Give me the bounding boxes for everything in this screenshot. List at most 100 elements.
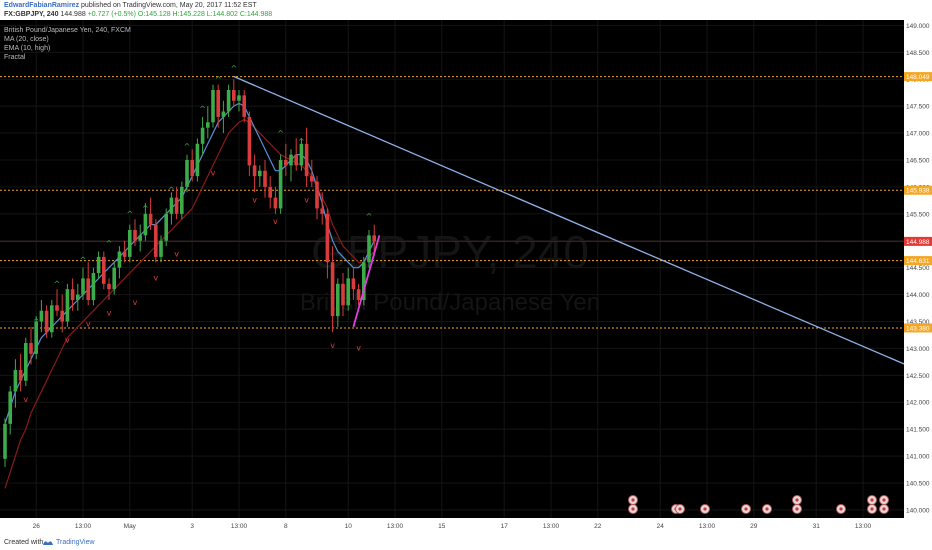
x-tick-label: 31 — [813, 523, 821, 530]
candle-body — [102, 256, 106, 284]
candle-body — [252, 165, 257, 177]
candle-body — [268, 186, 272, 198]
watermark-name: British Pound/Japanese Yen — [300, 289, 600, 316]
candle — [174, 186, 179, 220]
event-marker-icon[interactable] — [792, 504, 802, 514]
fractal-up: ^ — [106, 239, 113, 248]
fractal-down: v — [153, 274, 158, 283]
event-markers[interactable] — [628, 495, 889, 514]
candle — [180, 181, 184, 220]
candle — [86, 262, 90, 306]
y-tick-label: 144.500 — [906, 265, 930, 272]
candle-body — [232, 89, 236, 101]
candle-body — [258, 170, 262, 177]
candle-body — [289, 154, 293, 166]
event-marker-dot — [870, 507, 874, 511]
level-tag-label: 143.380 — [906, 325, 930, 332]
candle-body — [107, 283, 111, 290]
candle-body — [330, 262, 335, 317]
price-chart[interactable]: GBPJPY, 240 British Pound/Japanese Yen ^… — [0, 20, 932, 535]
legend: British Pound/Japanese Yen, 240, FXCM MA… — [4, 27, 131, 61]
tradingview-brand[interactable]: TradingView — [56, 539, 95, 546]
event-marker-icon[interactable] — [836, 504, 846, 514]
event-marker-icon[interactable] — [879, 495, 889, 505]
candle-body — [13, 369, 18, 392]
candle — [206, 106, 210, 139]
candle-body — [211, 89, 215, 123]
x-tick-label: 26 — [33, 523, 41, 530]
candle-body — [325, 213, 330, 263]
candle-body — [55, 305, 59, 311]
candle — [50, 299, 54, 338]
candle — [294, 138, 298, 171]
candle — [70, 278, 75, 311]
candle — [200, 116, 205, 155]
candle-body — [169, 197, 174, 214]
last-price-label: 144.988 — [906, 239, 930, 246]
price-axis[interactable]: 149.000148.500148.000147.500147.000146.5… — [904, 20, 932, 535]
watermark: GBPJPY, 240 British Pound/Japanese Yen — [300, 226, 600, 316]
candle-body — [356, 289, 361, 300]
candle-body — [362, 262, 366, 300]
fractal-up: ^ — [230, 64, 237, 73]
candle — [133, 219, 137, 247]
event-marker-icon[interactable] — [867, 495, 877, 505]
publish-text: published on TradingView.com, May 20, 20… — [81, 2, 257, 9]
candle-body — [273, 197, 278, 209]
fractal-up: ^ — [142, 204, 149, 213]
event-marker-dot — [678, 507, 682, 511]
candle — [128, 224, 132, 263]
candle — [96, 251, 101, 279]
candle-body — [200, 127, 205, 144]
candle-body — [76, 294, 80, 300]
candle — [211, 84, 215, 128]
candle — [367, 229, 371, 268]
fractal-up: ^ — [277, 129, 284, 138]
candle — [55, 289, 59, 317]
y-tick-label: 143.000 — [906, 346, 930, 353]
y-tick-label: 149.000 — [906, 23, 930, 30]
event-marker-icon[interactable] — [741, 504, 751, 514]
candle — [138, 224, 142, 252]
candle — [226, 84, 231, 117]
candle-body — [18, 369, 23, 381]
fractal-down: v — [174, 250, 179, 259]
trendlines[interactable] — [233, 75, 931, 376]
y-tick-label: 141.500 — [906, 427, 930, 434]
publish-info: EdwardFabianRamirez published on Trading… — [4, 2, 257, 9]
fractal-down: v — [86, 319, 91, 328]
candle — [284, 143, 288, 177]
event-marker-icon[interactable] — [675, 504, 685, 514]
event-marker-icon[interactable] — [628, 504, 638, 514]
y-tick-label: 140.500 — [906, 481, 930, 488]
author-name[interactable]: EdwardFabianRamirez — [4, 2, 80, 9]
candle — [185, 154, 189, 193]
candle — [237, 89, 241, 112]
fractal-down: v — [330, 341, 335, 350]
tradingview-logo-icon — [42, 537, 54, 549]
time-axis-bg — [0, 518, 932, 535]
candle — [263, 159, 267, 198]
time-axis[interactable]: 26 13:00 May 3 13:00 8 10 13:00 15 17 13:00 22 24 13:… — [0, 518, 932, 535]
candle — [24, 337, 28, 387]
candle-body — [24, 343, 28, 381]
fractal-down: v — [356, 344, 361, 353]
candle-body — [226, 89, 231, 112]
event-marker-icon[interactable] — [879, 504, 889, 514]
event-marker-icon[interactable] — [792, 495, 802, 505]
event-marker-icon[interactable] — [762, 504, 772, 514]
candle-body — [346, 278, 350, 306]
event-marker-icon[interactable] — [628, 495, 638, 505]
candle — [81, 267, 85, 300]
candle — [13, 359, 18, 408]
legend-fractal: Fractal — [4, 54, 26, 61]
candle — [330, 246, 335, 333]
candle — [289, 149, 293, 182]
candle — [44, 305, 49, 338]
candle-body — [263, 170, 267, 187]
candle-body — [3, 423, 7, 459]
fractal-down: v — [304, 196, 309, 205]
event-marker-icon[interactable] — [867, 504, 877, 514]
event-marker-dot — [703, 507, 707, 511]
event-marker-icon[interactable] — [700, 504, 710, 514]
